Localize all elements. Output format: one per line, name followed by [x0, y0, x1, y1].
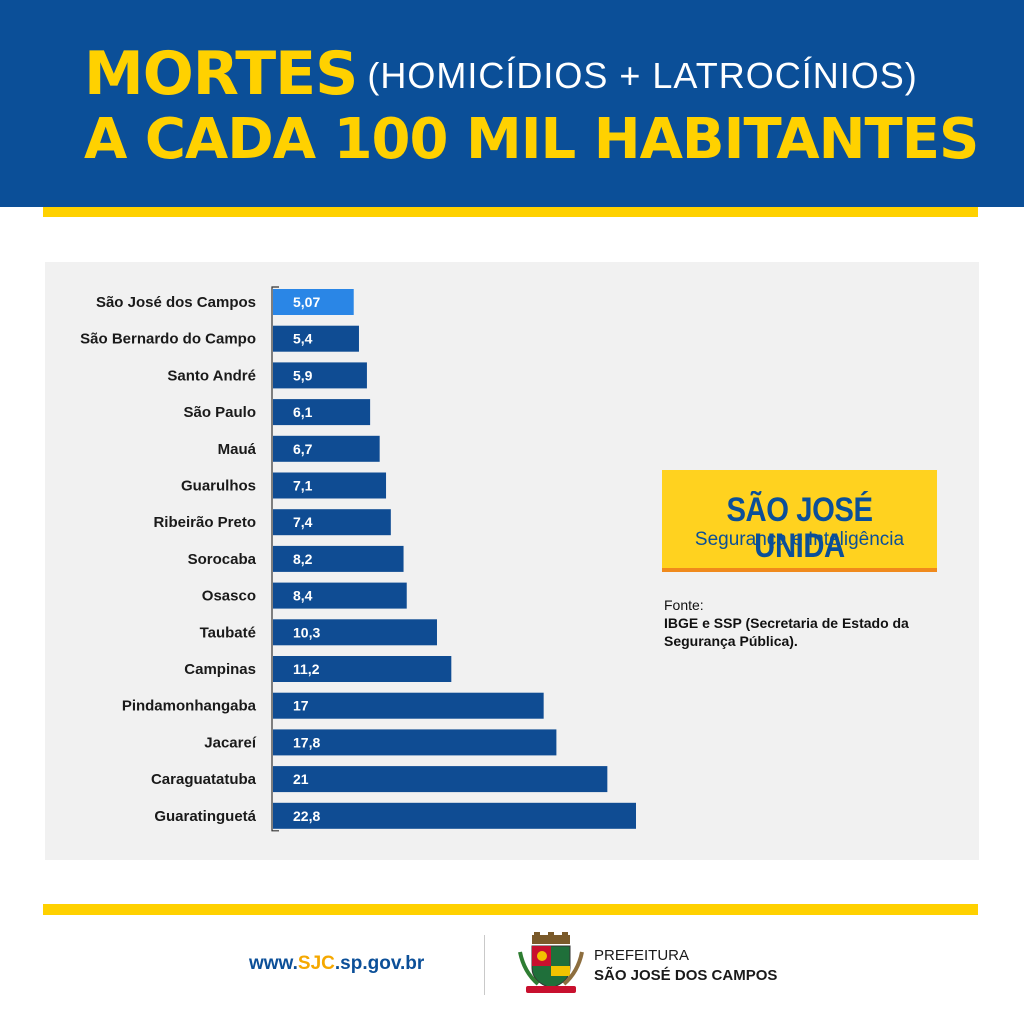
bar-1 [273, 325, 359, 352]
category-label: São Bernardo do Campo [80, 331, 256, 348]
bar-2 [273, 362, 367, 389]
value-label: 6,1 [293, 404, 313, 420]
value-label: 7,4 [293, 514, 313, 530]
category-label: Caraguatatuba [151, 771, 257, 788]
url-suffix: .sp.gov.br [334, 953, 425, 974]
bar-12 [273, 729, 557, 756]
category-label: Mauá [218, 441, 257, 458]
title-line-2: A CADA 100 MIL HABITANTES [84, 107, 979, 172]
value-label: 17 [293, 698, 309, 714]
bar-3 [273, 399, 371, 426]
bar-5 [273, 472, 387, 499]
footer-divider [484, 935, 485, 995]
website-link[interactable]: www.SJC.sp.gov.br [249, 952, 424, 976]
bar-7 [273, 545, 404, 572]
value-label: 21 [293, 771, 309, 787]
top-accent-stripe [43, 207, 978, 217]
category-label: São José dos Campos [96, 294, 256, 311]
value-label: 6,7 [293, 441, 313, 457]
category-label: Guarulhos [181, 478, 256, 495]
bar-8 [273, 582, 407, 609]
bar-0 [273, 289, 354, 315]
category-label: Osasco [202, 588, 256, 605]
bar-9 [273, 619, 437, 646]
category-label: Sorocaba [188, 551, 257, 568]
bar-11 [273, 692, 544, 719]
value-label: 22,8 [293, 808, 320, 824]
source-text: IBGE e SSP (Secretaria de Estado da Segu… [664, 615, 909, 649]
source-note: Fonte: IBGE e SSP (Secretaria de Estado … [664, 596, 924, 650]
category-label: Jacareí [204, 734, 257, 751]
bar-chart: São José dos Campos 5,07 São Bernardo do C… [80, 286, 636, 832]
category-label: Santo André [167, 367, 256, 384]
org-name-line-1: PREFEITURA [594, 947, 690, 964]
category-label: Guaratinguetá [154, 808, 256, 825]
campaign-badge: SÃO JOSÉ UNIDA Segurança e Inteligência [662, 470, 937, 572]
bar-4 [273, 435, 380, 462]
value-label: 17,8 [293, 734, 320, 750]
url-highlight: SJC [297, 953, 335, 974]
title-parenthetical: (HOMICÍDIOS + LATROCÍNIOS) [367, 55, 918, 96]
value-label: 11,2 [293, 661, 320, 677]
value-label: 8,2 [293, 551, 313, 567]
title-main: MORTES [84, 39, 358, 109]
bar-14 [273, 802, 636, 829]
bar-6 [273, 509, 391, 536]
url-prefix: www. [249, 953, 298, 974]
org-name-line-2: SÃO JOSÉ DOS CAMPOS [594, 967, 778, 984]
bar-10 [273, 656, 452, 682]
badge-title: SÃO JOSÉ UNIDA [726, 491, 873, 565]
y-axis-line [271, 286, 279, 832]
value-label: 5,4 [293, 331, 313, 347]
category-label: Campinas [184, 661, 256, 678]
city-crest-icon [518, 932, 584, 993]
title-line-1: MORTES (HOMICÍDIOS + LATROCÍNIOS) [84, 42, 918, 108]
category-label: Pindamonhangaba [122, 698, 257, 715]
category-label: Ribeirão Preto [153, 514, 256, 531]
bottom-accent-stripe [43, 904, 978, 915]
value-label: 10,3 [293, 624, 320, 640]
header-banner: MORTES (HOMICÍDIOS + LATROCÍNIOS) A CADA … [0, 0, 1024, 207]
value-label: 7,1 [293, 478, 313, 494]
bar-13 [273, 766, 608, 793]
badge-subtitle: Segurança e Inteligência [694, 529, 905, 550]
value-label: 5,9 [293, 367, 313, 383]
category-label: São Paulo [183, 404, 256, 421]
source-label: Fonte: [664, 597, 704, 613]
category-label: Taubaté [200, 624, 256, 641]
value-label: 8,4 [293, 588, 313, 604]
value-label: 5,07 [293, 294, 320, 310]
